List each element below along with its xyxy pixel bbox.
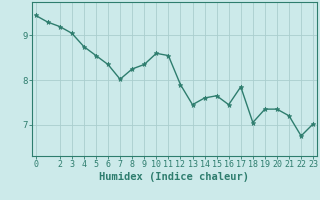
X-axis label: Humidex (Indice chaleur): Humidex (Indice chaleur): [100, 172, 249, 182]
